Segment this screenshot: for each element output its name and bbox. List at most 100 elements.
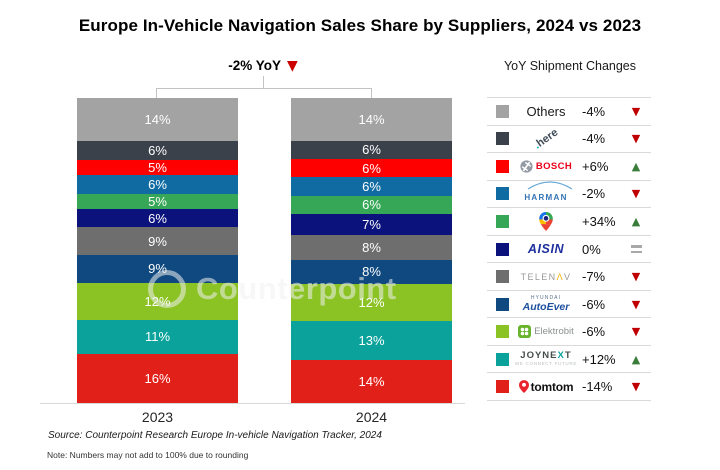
segment-value-label: 14% (358, 374, 385, 390)
legend-row-autoever: HYUNDAI AutoEver -6% ▼ (487, 291, 651, 319)
yoy-value: -7% (582, 269, 606, 285)
bar-segment-google-2024: 6% (291, 195, 452, 214)
yoy-value: +12% (582, 351, 616, 367)
yoy-value: -4% (582, 131, 606, 147)
bar-segment-google-2023: 5% (77, 193, 238, 209)
trend-up-icon: ▲ (631, 159, 641, 173)
bar-segment-elektrobit-2023: 12% (77, 282, 238, 320)
legend-title: YoY Shipment Changes (503, 59, 637, 73)
bar-segment-bosch-2023: 5% (77, 159, 238, 176)
trend-up-icon: ▲ (631, 214, 641, 228)
legend-color-swatch (496, 104, 509, 118)
bar-segment-autoever-2023: 9% (77, 255, 238, 283)
source-note: Source: Counterpoint Research Europe In-… (48, 430, 382, 441)
segment-value-label: 11% (144, 329, 171, 345)
legend-row-others: Others -4% ▼ (487, 98, 651, 126)
yoy-value: 0% (582, 241, 601, 257)
segment-value-label: 9% (148, 233, 167, 249)
trend-down-icon: ▼ (631, 104, 641, 118)
google-logo (514, 211, 578, 231)
legend-row-elektrobit: Elektrobit -6% ▼ (487, 318, 651, 346)
elektrobit-mark-icon (518, 325, 532, 339)
bar-segment-telenav-2024: 8% (291, 235, 452, 260)
segment-value-label: 6% (148, 176, 167, 192)
harman-arc-icon (527, 181, 573, 190)
segment-value-label: 6% (148, 142, 167, 158)
bosch-logo: BOSCH (514, 160, 578, 173)
yoy-value: +34% (582, 213, 616, 229)
legend-color-swatch (496, 325, 509, 339)
category-label-2024: 2024 (355, 409, 388, 425)
bracket-horizontal-line (156, 88, 372, 89)
yoy-value: -14% (582, 379, 613, 395)
bracket-left-tick (156, 88, 157, 98)
segment-value-label: 14% (358, 111, 385, 127)
joynext-logo: JOYNEXT WE CONNECT FUTURE (514, 350, 578, 367)
legend-row-google: +34% ▲ (487, 208, 651, 236)
bar-segment-joynext-2024: 13% (291, 320, 452, 361)
yoy-annotation: -2% YoY ▼ (163, 58, 363, 74)
bar-segment-others-2023: 14% (77, 98, 238, 142)
bar-segment-here-2023: 6% (77, 141, 238, 160)
tomtom-logo: tomtom (514, 380, 578, 394)
legend-color-swatch (496, 380, 509, 394)
legend-list: Others -4% ▼ .here -4% ▼ BOSCH +6% ▲ HARMAN -2% ▼ +3… (487, 97, 651, 402)
legend-row-harman: HARMAN -2% ▼ (487, 181, 651, 209)
segment-value-label: 5% (148, 193, 167, 209)
category-label-2023: 2023 (141, 409, 174, 425)
google-maps-pin-icon (539, 211, 553, 231)
here-logo: .here (531, 126, 561, 152)
bar-segment-here-2024: 6% (291, 140, 452, 159)
segment-value-label: 8% (362, 264, 381, 280)
bar-segment-telenav-2023: 9% (77, 227, 238, 256)
bar-segment-aisin-2024: 7% (291, 213, 452, 236)
trend-up-icon: ▲ (631, 352, 641, 366)
bosch-anchor-icon (520, 160, 533, 173)
harman-logo: HARMAN (514, 181, 578, 205)
legend-color-swatch (496, 242, 509, 256)
bar-segment-tomtom-2023: 16% (77, 353, 238, 404)
yoy-value: +6% (582, 158, 609, 174)
segment-value-label: 16% (144, 370, 171, 386)
bar-segment-harman-2023: 6% (77, 175, 238, 194)
segment-value-label: 6% (148, 210, 167, 226)
segment-value-label: 9% (148, 261, 167, 277)
segment-value-label: 14% (144, 112, 171, 128)
trend-down-icon: ▼ (631, 380, 641, 394)
legend-row-bosch: BOSCH +6% ▲ (487, 153, 651, 181)
autoever-logo: HYUNDAI AutoEver (522, 294, 570, 313)
legend-color-swatch (496, 187, 509, 201)
yoy-value: -6% (582, 324, 606, 340)
segment-value-label: 7% (362, 217, 381, 233)
trend-flat-icon (627, 245, 645, 253)
segment-value-label: 5% (148, 159, 167, 175)
x-axis-line (40, 403, 465, 404)
legend-color-swatch (496, 352, 509, 366)
legend-color-swatch (496, 132, 509, 146)
tomtom-pin-icon (518, 380, 529, 394)
elektrobit-logo: Elektrobit (514, 325, 578, 339)
legend-color-swatch (496, 214, 509, 228)
legend-row-tomtom: tomtom -14% ▼ (487, 373, 651, 402)
bar-segment-joynext-2023: 11% (77, 319, 238, 354)
rounding-note: Note: Numbers may not add to 100% due to… (47, 450, 249, 460)
segment-value-label: 6% (362, 142, 381, 158)
bar-segment-bosch-2024: 6% (291, 159, 452, 178)
page-title: Europe In-Vehicle Navigation Sales Share… (78, 16, 642, 35)
yoy-value: -6% (582, 296, 606, 312)
legend-row-telenav: TELENΛV -7% ▼ (487, 263, 651, 291)
segment-value-label: 6% (362, 197, 381, 213)
bar-segment-harman-2024: 6% (291, 177, 452, 196)
segment-value-label: 12% (144, 293, 171, 309)
legend-color-swatch (496, 297, 509, 311)
segment-value-label: 8% (362, 239, 381, 255)
bracket-right-tick (371, 88, 372, 98)
segment-value-label: 12% (358, 294, 385, 310)
trend-down-icon: ▼ (631, 132, 641, 146)
aisin-logo: AISIN (527, 242, 565, 256)
yoy-annotation-label: -2% YoY (228, 58, 281, 73)
bracket-stem-line (263, 76, 264, 88)
segment-value-label: 6% (362, 178, 381, 194)
trend-down-icon: ▼ (631, 325, 641, 339)
